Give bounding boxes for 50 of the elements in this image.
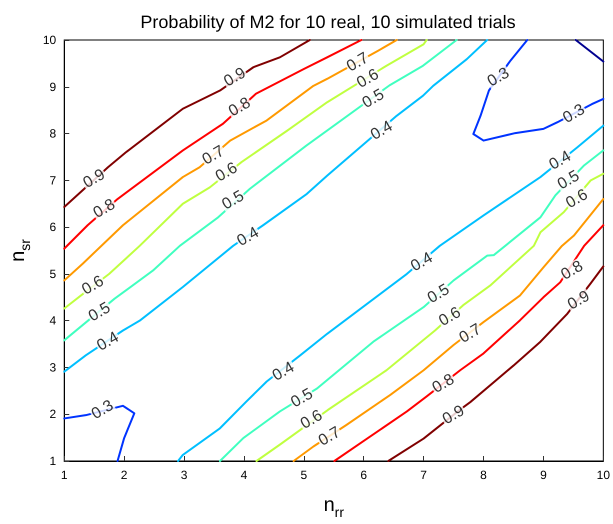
x-tick-label: 5 xyxy=(300,468,308,482)
annotation: 0.4 xyxy=(94,328,122,355)
x-tick-label: 8 xyxy=(480,468,488,482)
x-tick-label: 7 xyxy=(420,468,428,482)
y-tick-label: 1 xyxy=(50,454,57,468)
y-tick-label: 3 xyxy=(50,360,57,374)
x-tick-label: 6 xyxy=(360,468,368,482)
annotation: 0.8 xyxy=(90,196,118,222)
annotation: 0.7 xyxy=(200,142,228,168)
y-tick-label: 5 xyxy=(50,266,57,281)
annotation: 0.5 xyxy=(359,86,388,112)
annotation: 0.4 xyxy=(368,118,396,144)
x-tick-label: 4 xyxy=(240,468,248,482)
x-tick-label: 2 xyxy=(120,468,128,482)
annotation: 0.8 xyxy=(226,94,254,120)
y-tick-label: 2 xyxy=(50,407,57,422)
annotation: 0.5 xyxy=(219,187,248,214)
annotation: 0.6 xyxy=(436,304,464,330)
x-tick-label: 3 xyxy=(180,468,188,482)
annotation: 0.9 xyxy=(440,402,468,428)
x-tick-label: 1 xyxy=(60,468,68,482)
annotation: 0.8 xyxy=(558,258,586,284)
x-tick-label: 9 xyxy=(540,468,548,482)
annotation: 0.4 xyxy=(408,249,436,276)
annotation: 0.7 xyxy=(316,424,344,450)
x-tick-label: 10 xyxy=(596,468,610,482)
annotation: 0.6 xyxy=(298,406,326,433)
annotation: 0.9 xyxy=(80,166,108,192)
y-tick-label: 10 xyxy=(42,33,57,47)
annotation: 0.4 xyxy=(270,358,298,385)
annotation: 0.4 xyxy=(234,224,262,250)
annotation: 0.6 xyxy=(212,159,241,186)
annotation: 0.5 xyxy=(86,299,114,326)
annotation: 0.9 xyxy=(221,64,249,90)
y-tick-label: 4 xyxy=(50,314,57,328)
annotation: 0.5 xyxy=(288,385,316,412)
chart-title: Probability of M2 for 10 real, 10 simulated trials xyxy=(140,12,516,32)
annotation: 0.6 xyxy=(79,272,107,299)
annotation: 0.3 xyxy=(560,100,588,127)
annotation: 0.3 xyxy=(88,397,117,423)
y-tick-label: 7 xyxy=(50,173,57,188)
y-tick-label: 9 xyxy=(50,80,57,94)
annotation: 0.3 xyxy=(484,64,512,90)
y-tick-label: 6 xyxy=(50,220,57,234)
annotation: 0.7 xyxy=(456,320,484,347)
y-tick-label: 8 xyxy=(50,126,57,141)
annotation: 0.8 xyxy=(430,370,458,397)
annotation: 0.9 xyxy=(564,288,593,314)
y-axis-title: nsr xyxy=(7,238,33,262)
annotation: 0.5 xyxy=(424,281,453,307)
